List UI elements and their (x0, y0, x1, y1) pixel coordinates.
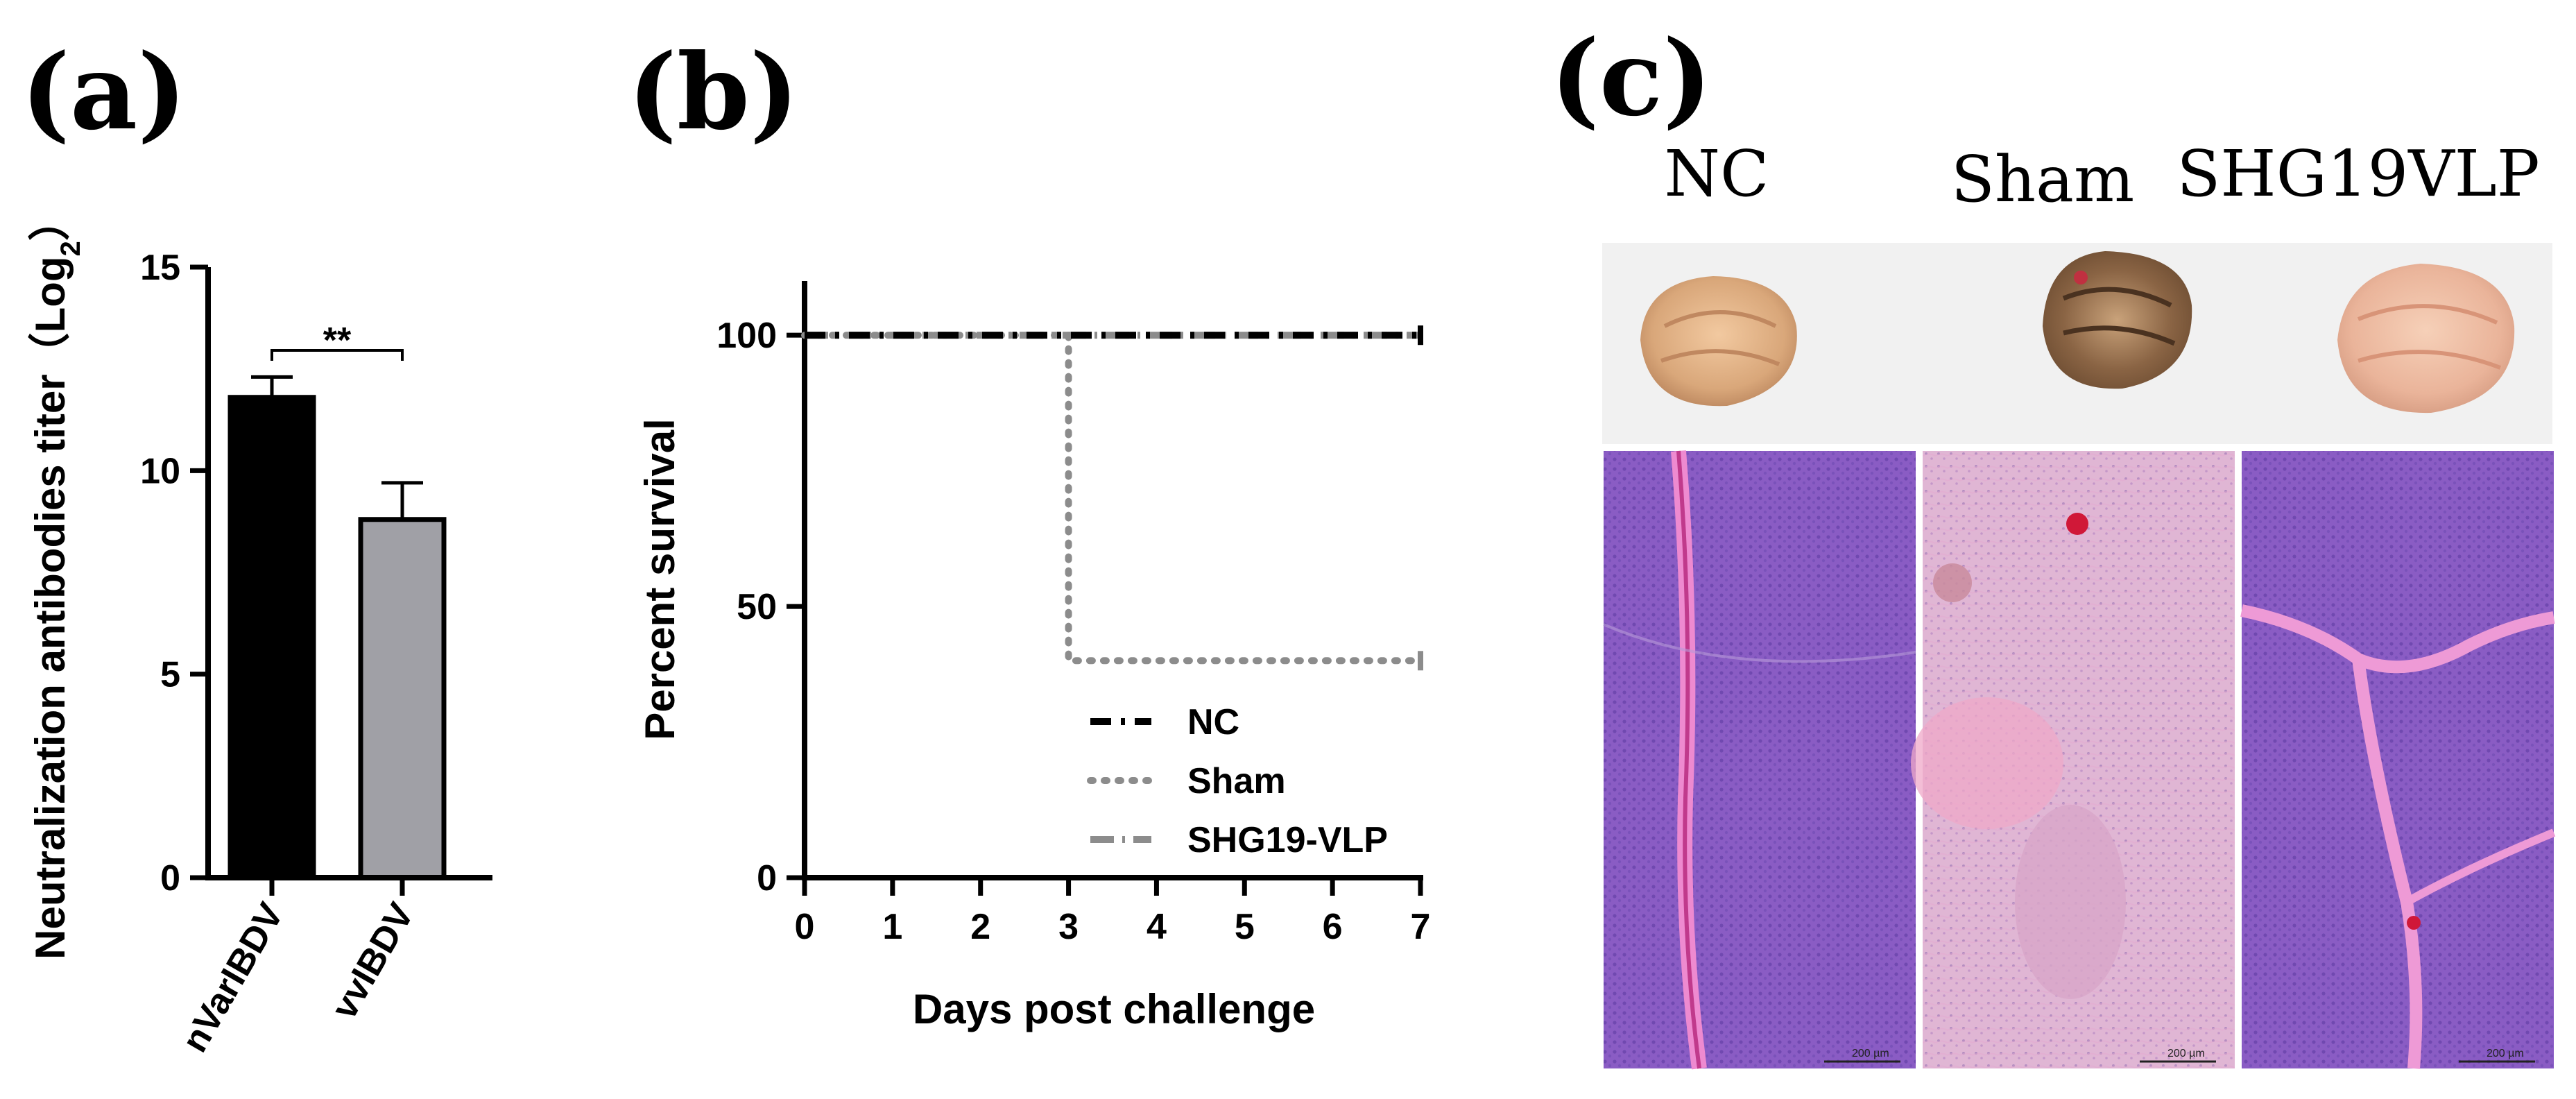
significance-bracket: ** (271, 321, 404, 361)
y-tick-label: 0 (160, 858, 180, 898)
bars (227, 375, 447, 880)
y-axis-title: Percent survival (637, 418, 683, 740)
scale-bar-label-shg19vlp: 200 µm (2487, 1048, 2524, 1059)
significance-label: ** (323, 321, 352, 361)
column-label-shg19vlp: SHG19VLP (2176, 137, 2539, 211)
survival-chart: 0 50 100 0 1 2 3 4 5 6 7 Percent survival Days po… (637, 281, 1430, 1032)
panel-c-letter: (c) (1550, 17, 1712, 139)
histology-section-shg19vlp: 200 µm (2240, 451, 2556, 1069)
x-axis-ticks: 0 1 2 3 4 5 6 7 (795, 878, 1431, 947)
survival-lines (801, 325, 1424, 671)
legend-item-sham: Sham (1087, 761, 1286, 801)
bursa-photo-nc (1640, 276, 1797, 407)
scale-bar-label-nc: 200 µm (1852, 1048, 1889, 1059)
legend-label-nc: NC (1187, 702, 1239, 742)
legend: NC Sham SHG19-VLP (1087, 702, 1388, 860)
histology-panel: NC Sham SHG19VLP (1602, 137, 2556, 1070)
y-tick-label: 100 (716, 316, 777, 356)
bursa-photo-sham (2043, 251, 2192, 389)
legend-label-sham: Sham (1187, 761, 1286, 801)
x-axis-category-labels: nVarIBDV vvIBDV (175, 878, 422, 1059)
y-tick-label: 50 (737, 587, 777, 627)
bar-chart-antibody-titer: 0 5 10 15 ** nVarIBDV vvIBDV Neutralization … (27, 199, 492, 1059)
column-label-nc: NC (1665, 137, 1769, 211)
x-category-label: nVarIBDV (175, 896, 292, 1059)
gross-photo-strip (1602, 243, 2552, 444)
x-tick-label: 4 (1147, 907, 1167, 947)
histology-section-sham: 200 µm (1911, 451, 2235, 1068)
x-tick-label: 7 (1411, 907, 1431, 947)
panel-b-letter: (b) (628, 31, 799, 153)
y-axis-title: Neutralization antibodies titer（Log2） (27, 199, 86, 960)
y-tick-label: 15 (140, 248, 180, 288)
scale-bar-label-sham: 200 µm (2167, 1048, 2205, 1059)
legend-item-nc: NC (1090, 702, 1239, 742)
y-axis-ticks: 0 5 10 15 (140, 248, 208, 898)
x-tick-label: 0 (795, 907, 815, 947)
y-tick-label: 10 (140, 451, 180, 491)
x-tick-label: 5 (1235, 907, 1255, 947)
legend-label-shg19-vlp: SHG19-VLP (1187, 820, 1388, 860)
bursa-photo-shg19vlp (2337, 264, 2515, 414)
bar-vvIBDV (358, 517, 447, 880)
x-tick-label: 1 (882, 907, 902, 947)
x-category-label: vvIBDV (324, 896, 422, 1026)
y-tick-label: 0 (757, 858, 777, 898)
survival-line-Sham (801, 332, 1424, 665)
panel-a-letter: (a) (21, 31, 187, 153)
x-tick-label: 6 (1323, 907, 1343, 947)
x-tick-label: 3 (1058, 907, 1079, 947)
y-axis-ticks: 0 50 100 (716, 316, 805, 898)
histology-section-nc: 200 µm (1603, 450, 1916, 1070)
y-tick-label: 5 (160, 655, 180, 695)
legend-item-shg19-vlp: SHG19-VLP (1090, 820, 1388, 860)
x-axis-title: Days post challenge (913, 986, 1315, 1032)
bar-nVarIBDV (227, 395, 316, 880)
column-label-sham: Sham (1951, 142, 2134, 216)
x-tick-label: 2 (970, 907, 990, 947)
